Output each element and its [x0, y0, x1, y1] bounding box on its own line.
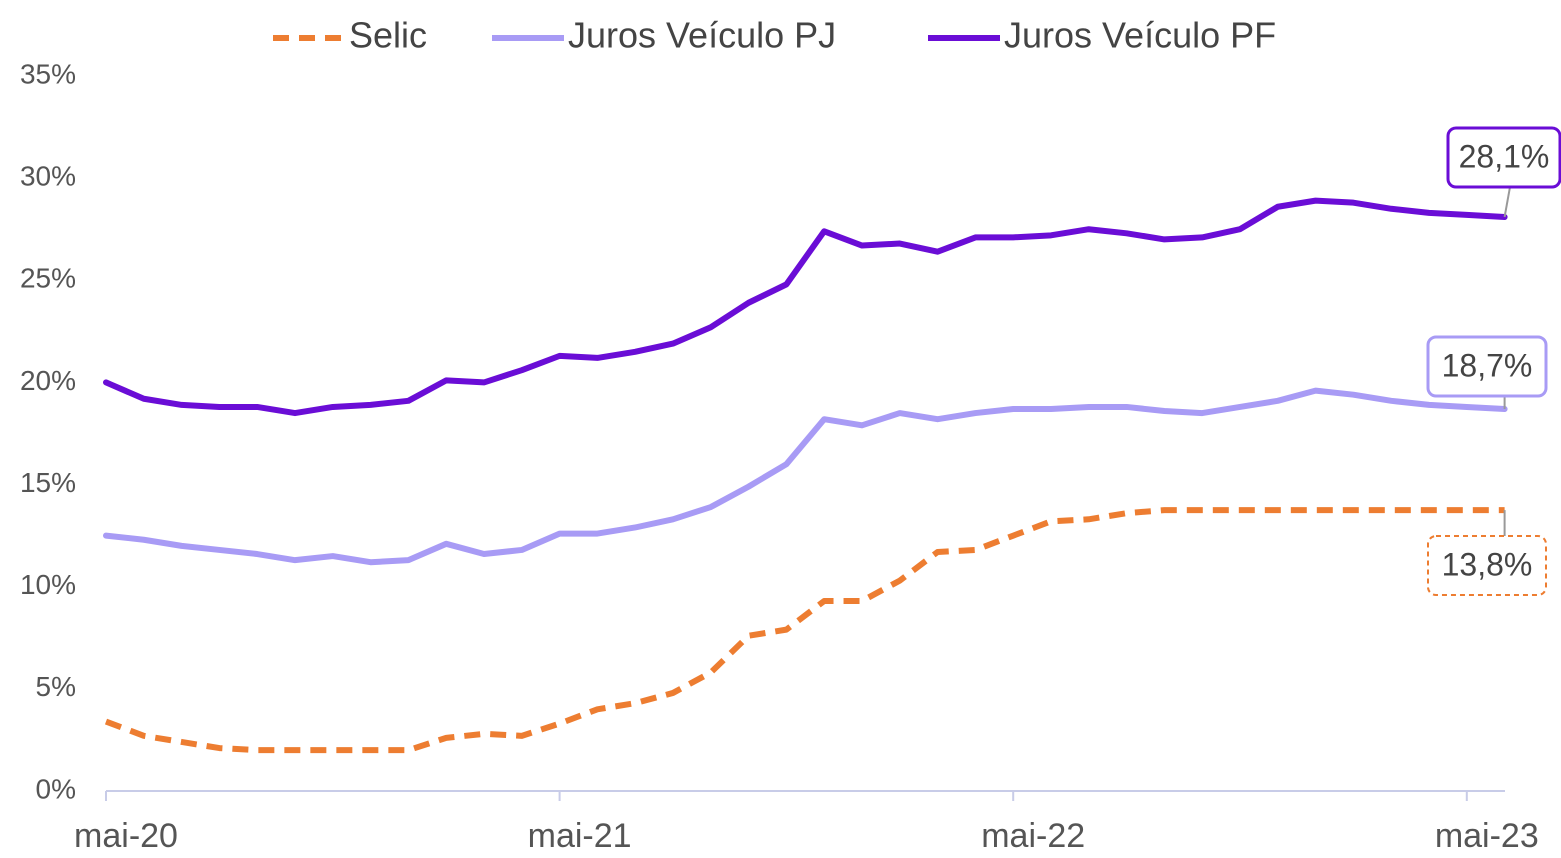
label-box: [1426, 335, 1548, 398]
legend-label: Juros Veículo PJ: [568, 15, 836, 56]
value-label: 13,8%: [1442, 546, 1533, 582]
value-label: 28,1%: [1459, 138, 1550, 174]
legend-label: Juros Veículo PF: [1004, 15, 1276, 56]
y-tick-label: 30%: [20, 161, 76, 192]
line-series: [103, 197, 1508, 417]
y-tick-label: 0%: [36, 773, 76, 804]
y-tick-label: 5%: [36, 671, 76, 702]
y-tick-label: 10%: [20, 569, 76, 600]
y-tick-label: 20%: [20, 365, 76, 396]
x-tick-label: mai-20: [74, 817, 178, 855]
line-series: [104, 507, 1505, 754]
y-tick-label: 15%: [20, 467, 76, 498]
legend-label: Selic: [349, 15, 427, 56]
label-leader: [1503, 186, 1511, 218]
y-tick-label: 35%: [20, 58, 76, 89]
x-tick-label: mai-21: [528, 817, 632, 855]
value-label: 18,7%: [1442, 347, 1533, 383]
label-box: [1446, 126, 1561, 189]
line-series: [103, 387, 1508, 566]
label-box: [1427, 535, 1547, 596]
x-tick-label: mai-22: [981, 817, 1085, 855]
x-tick-label: mai-23: [1435, 817, 1539, 855]
y-tick-label: 25%: [20, 263, 76, 294]
